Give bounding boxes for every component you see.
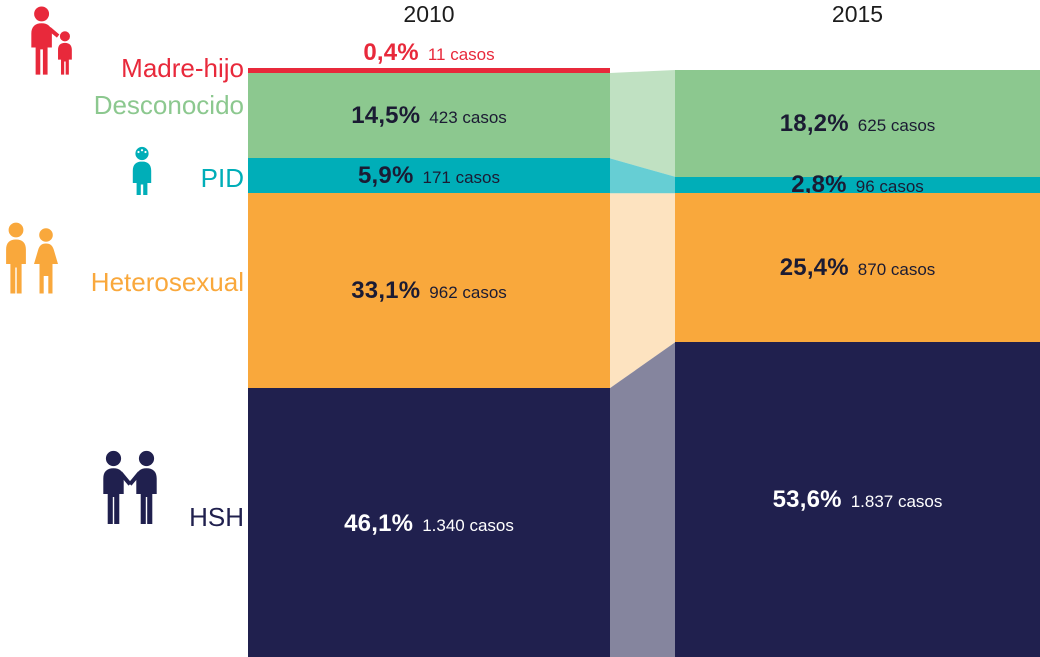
- cases-label: 625 casos: [857, 115, 936, 135]
- segment-hsh-2010: 46,1% 1.340 casos: [248, 388, 610, 657]
- cases-label: 1.837 casos: [850, 492, 943, 512]
- segment-madre-hijo-2010: 0,4% 11 casos: [248, 40, 610, 73]
- segment-pid-2015: 2,8% 96 casos: [675, 172, 1040, 198]
- mother-child-icon: [31, 6, 72, 75]
- legend-label-pid: PID: [200, 163, 244, 193]
- percent-label: 14,5%: [351, 102, 421, 130]
- legend-label-hsh: HSH: [189, 502, 244, 532]
- segment-label: 0,4% 11 casos: [248, 40, 610, 65]
- legend-label-madre-hijo: Madre-hijo: [121, 53, 244, 83]
- cases-label: 870 casos: [857, 260, 936, 280]
- flow-band-hsh: [610, 342, 675, 657]
- segment-label: 25,4% 870 casos: [780, 255, 936, 280]
- bar-column-2010: 0,4% 11 casos 14,5% 423 casos 5,9% 171 casos 3…: [248, 40, 610, 657]
- percent-label: 53,6%: [772, 486, 842, 514]
- percent-label: 25,4%: [779, 254, 849, 282]
- segment-label: 18,2% 625 casos: [780, 111, 936, 136]
- cases-label: 96 casos: [855, 177, 924, 197]
- year-header-right: 2015: [831, 1, 884, 27]
- legend-label-desconocido: Desconocido: [93, 90, 244, 120]
- segment-heterosexual-2015: 25,4% 870 casos: [675, 193, 1040, 343]
- percent-label: 0,4%: [363, 38, 419, 66]
- segment-label: 53,6% 1.837 casos: [773, 487, 943, 512]
- segment-hsh-2015: 53,6% 1.837 casos: [675, 342, 1040, 657]
- percent-label: 18,2%: [779, 109, 849, 137]
- segment-label: 33,1% 962 casos: [351, 278, 507, 303]
- segment-heterosexual-2010: 33,1% 962 casos: [248, 193, 610, 389]
- flow-band-heterosexual: [610, 193, 675, 389]
- segment-desconocido-2010: 14,5% 423 casos: [248, 73, 610, 159]
- percent-label: 33,1%: [351, 277, 421, 305]
- cases-label: 11 casos: [427, 44, 495, 64]
- man-woman-couple-icon: [6, 222, 58, 294]
- two-men-couple-icon: [103, 450, 157, 524]
- year-header-left: 2010: [403, 1, 455, 27]
- legend-label-heterosexual: Heterosexual: [90, 267, 244, 297]
- cases-label: 962 casos: [429, 283, 507, 303]
- segment-desconocido-2015: 18,2% 625 casos: [675, 70, 1040, 177]
- cases-label: 423 casos: [429, 108, 507, 128]
- flow-bands: [610, 70, 675, 657]
- bar-column-2015: 18,2% 625 casos 2,8% 96 casos 25,4% 870 casos…: [675, 70, 1040, 657]
- segment-label: 46,1% 1.340 casos: [344, 511, 514, 536]
- flow-band-pid: [610, 158, 675, 194]
- cases-label: 1.340 casos: [422, 516, 514, 536]
- flow-band-desconocido: [610, 70, 675, 177]
- segment-pid-2010: 5,9% 171 casos: [248, 158, 610, 194]
- segment-label: 14,5% 423 casos: [351, 103, 507, 128]
- segment-label: 5,9% 171 casos: [358, 163, 500, 188]
- injecting-drug-user-icon: [132, 146, 152, 195]
- cases-label: 171 casos: [422, 168, 501, 188]
- percent-label: 46,1%: [344, 510, 414, 538]
- percent-label: 5,9%: [357, 162, 414, 190]
